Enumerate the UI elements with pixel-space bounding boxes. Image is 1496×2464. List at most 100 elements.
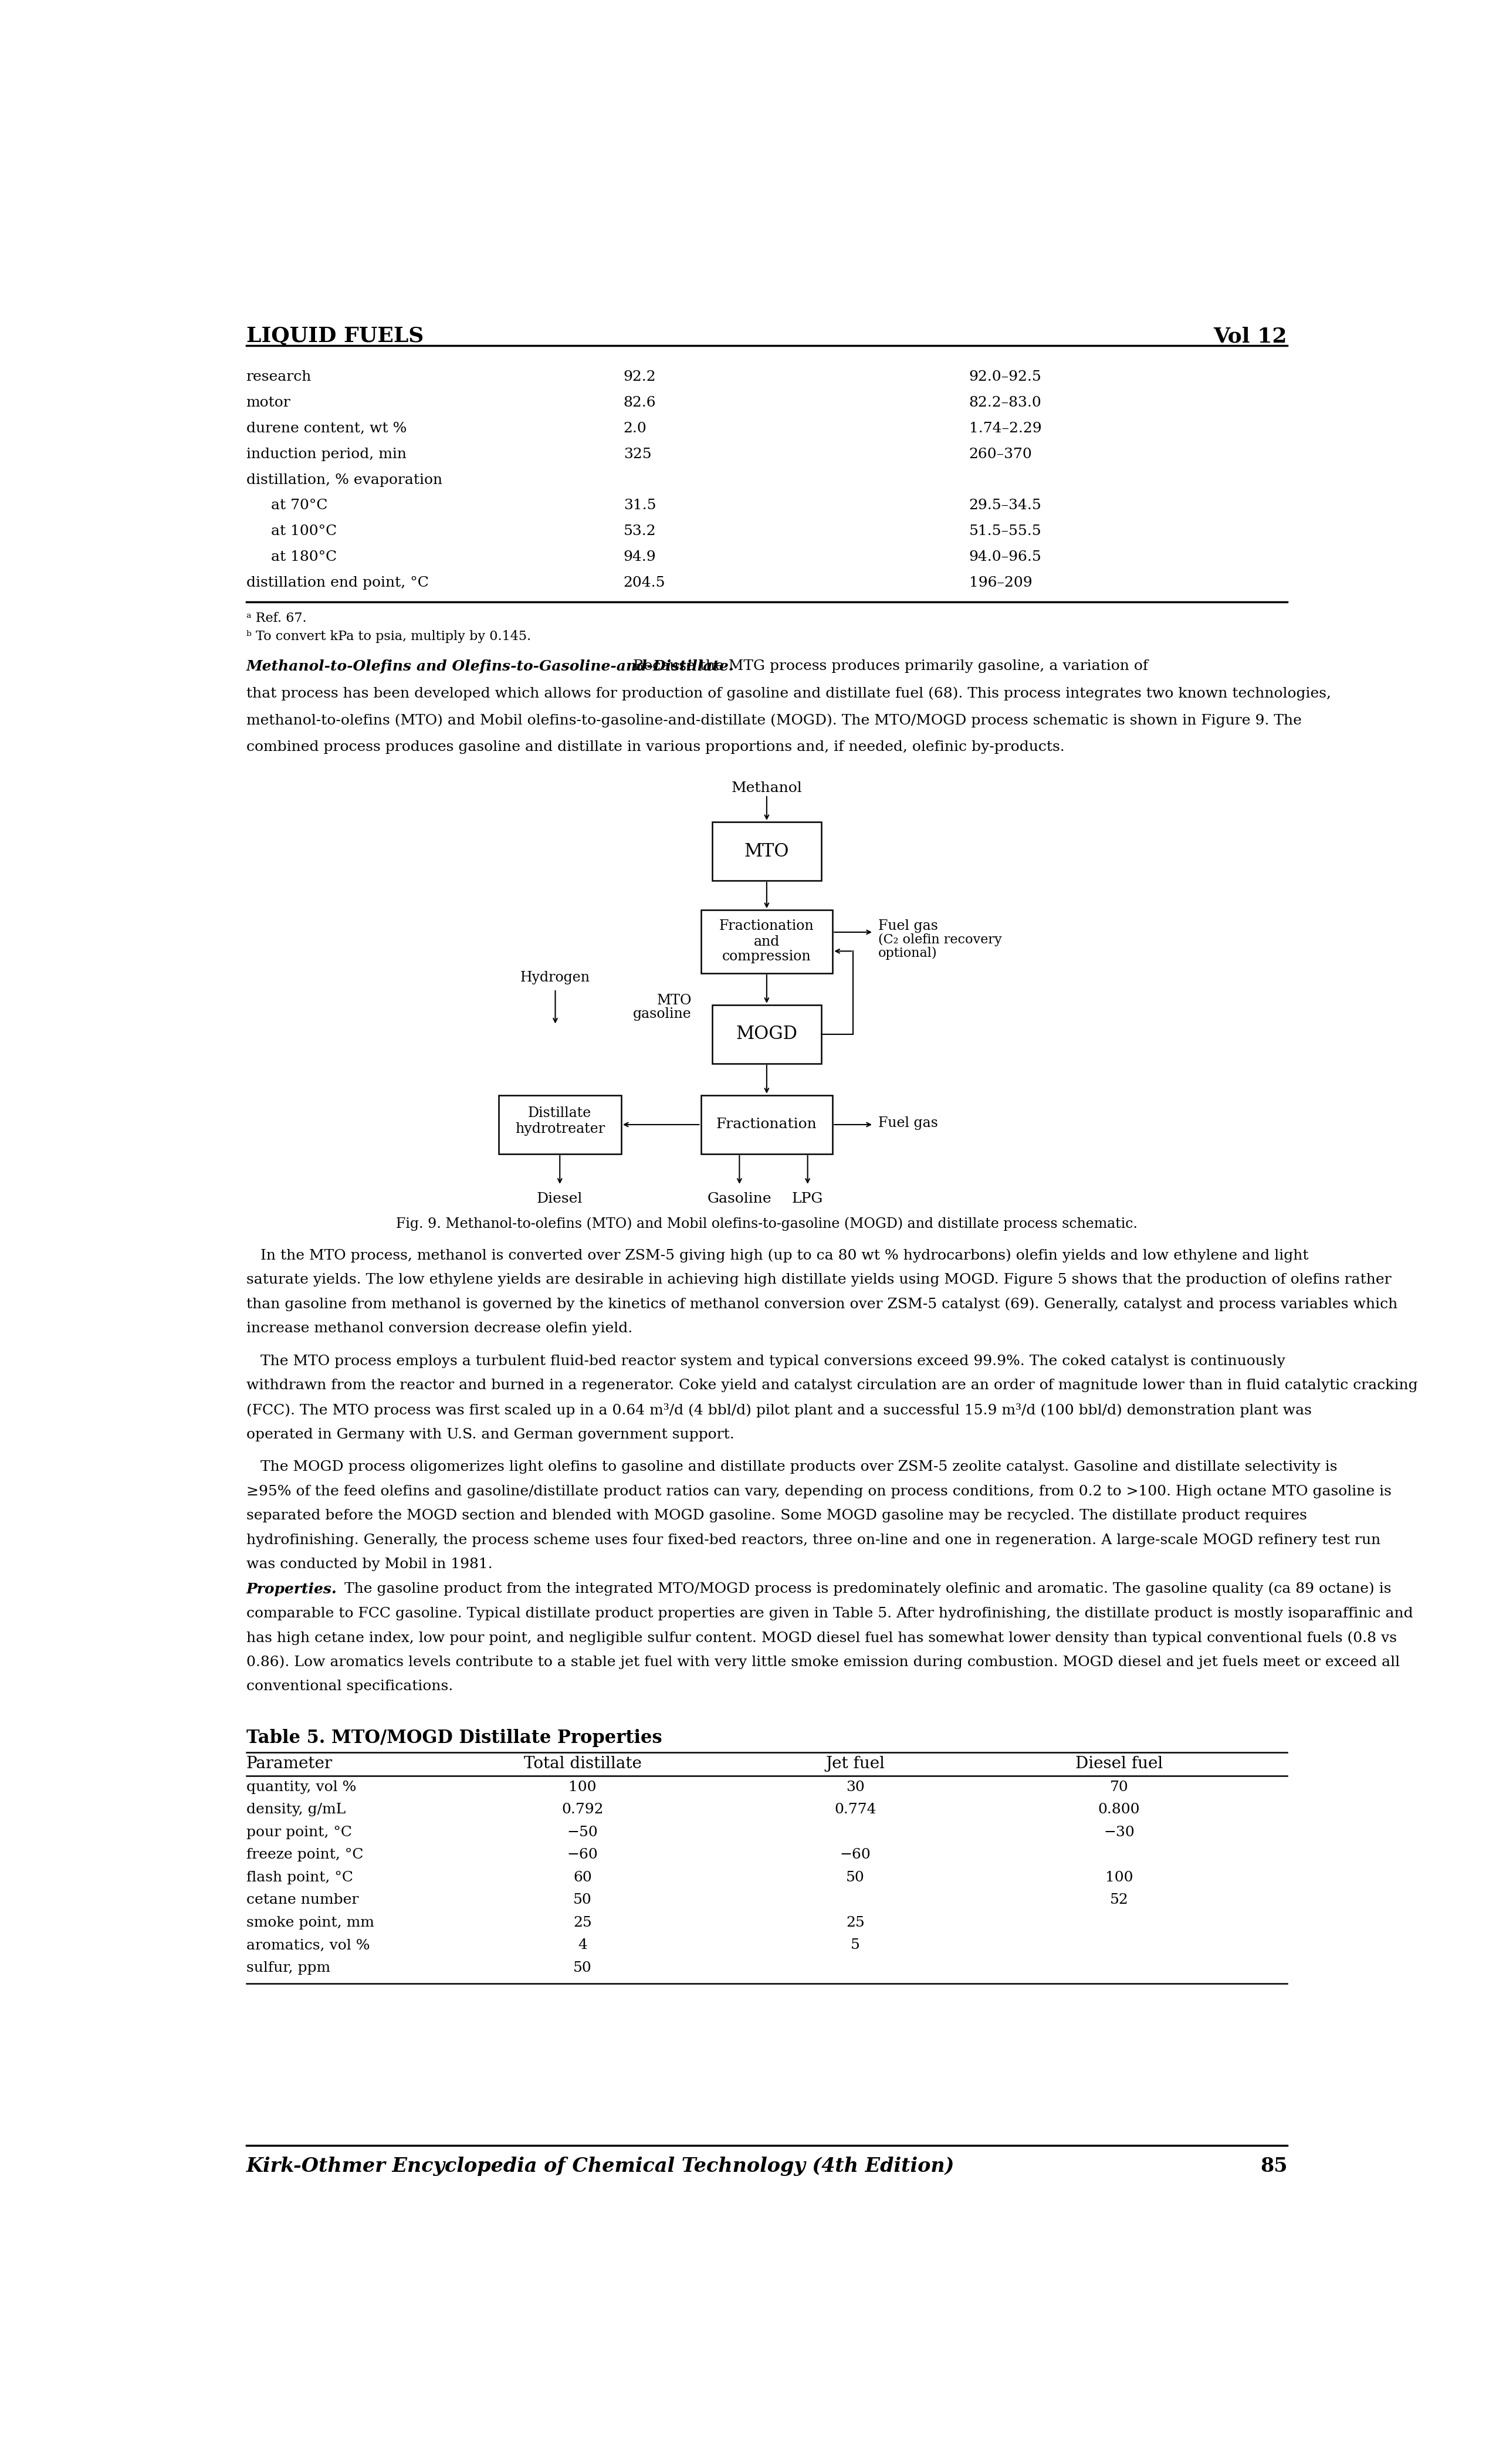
Text: Gasoline: Gasoline [708, 1193, 772, 1205]
Bar [712, 823, 821, 880]
Text: separated before the MOGD section and blended with MOGD gasoline. Some MOGD gaso: separated before the MOGD section and bl… [247, 1508, 1306, 1523]
Text: 92.0–92.5: 92.0–92.5 [969, 370, 1041, 384]
Text: 50: 50 [847, 1870, 865, 1885]
Text: 85: 85 [1260, 2156, 1287, 2176]
Text: induction period, min: induction period, min [247, 448, 407, 461]
Text: −50: −50 [567, 1826, 598, 1838]
Text: 0.774: 0.774 [835, 1804, 877, 1816]
Bar [498, 1094, 621, 1153]
Text: 260–370: 260–370 [969, 448, 1032, 461]
Text: sulfur, ppm: sulfur, ppm [247, 1961, 331, 1974]
Text: 100: 100 [568, 1781, 597, 1794]
Text: 94.9: 94.9 [624, 549, 657, 564]
Text: pour point, °C: pour point, °C [247, 1826, 352, 1838]
Text: increase methanol conversion decrease olefin yield.: increase methanol conversion decrease ol… [247, 1323, 633, 1335]
Text: research: research [247, 370, 311, 384]
Bar [712, 1005, 821, 1064]
Text: Distillate: Distillate [528, 1106, 591, 1121]
Text: density, g/mL: density, g/mL [247, 1804, 346, 1816]
Text: 100: 100 [1106, 1870, 1132, 1885]
Text: 50: 50 [573, 1961, 592, 1974]
Text: at 180°C: at 180°C [271, 549, 337, 564]
Text: Parameter: Parameter [247, 1757, 332, 1772]
Text: Fuel gas: Fuel gas [878, 1116, 938, 1131]
Text: MOGD: MOGD [736, 1025, 797, 1042]
Text: Vol 12: Vol 12 [1213, 325, 1287, 347]
Text: Jet fuel: Jet fuel [826, 1757, 886, 1772]
Text: Fractionation: Fractionation [720, 919, 814, 931]
Text: at 70°C: at 70°C [271, 498, 328, 513]
Text: LIQUID FUELS: LIQUID FUELS [247, 325, 423, 347]
Text: 30: 30 [847, 1781, 865, 1794]
Text: smoke point, mm: smoke point, mm [247, 1917, 374, 1929]
Text: flash point, °C: flash point, °C [247, 1870, 353, 1885]
Text: Fig. 9. Methanol-to-olefins (MTO) and Mobil olefins-to-gasoline (MOGD) and disti: Fig. 9. Methanol-to-olefins (MTO) and Mo… [396, 1217, 1137, 1232]
Text: operated in Germany with U.S. and German government support.: operated in Germany with U.S. and German… [247, 1427, 735, 1441]
Text: was conducted by Mobil in 1981.: was conducted by Mobil in 1981. [247, 1557, 492, 1572]
Text: 70: 70 [1110, 1781, 1128, 1794]
Text: ᵇ To convert kPa to psia, multiply by 0.145.: ᵇ To convert kPa to psia, multiply by 0.… [247, 631, 531, 643]
Text: aromatics, vol %: aromatics, vol % [247, 1939, 370, 1951]
Text: 5: 5 [851, 1939, 860, 1951]
Text: ᵃ Ref. 67.: ᵃ Ref. 67. [247, 611, 307, 626]
Text: Fuel gas: Fuel gas [878, 919, 938, 934]
Text: 25: 25 [573, 1917, 592, 1929]
Text: at 100°C: at 100°C [271, 525, 337, 537]
Text: Fractionation: Fractionation [717, 1119, 817, 1131]
Text: that process has been developed which allows for production of gasoline and dist: that process has been developed which al… [247, 687, 1331, 700]
Text: Diesel fuel: Diesel fuel [1076, 1757, 1162, 1772]
Text: (C₂ olefin recovery: (C₂ olefin recovery [878, 934, 1002, 946]
Text: than gasoline from methanol is governed by the kinetics of methanol conversion o: than gasoline from methanol is governed … [247, 1299, 1397, 1311]
Text: methanol-to-olefins (MTO) and Mobil olefins-to-gasoline-and-distillate (MOGD). T: methanol-to-olefins (MTO) and Mobil olef… [247, 715, 1302, 727]
Text: 31.5: 31.5 [624, 498, 657, 513]
Text: cetane number: cetane number [247, 1892, 359, 1907]
Text: 92.2: 92.2 [624, 370, 657, 384]
Text: In the MTO process, methanol is converted over ZSM-5 giving high (up to ca 80 wt: In the MTO process, methanol is converte… [247, 1249, 1309, 1262]
Text: 0.792: 0.792 [561, 1804, 603, 1816]
Text: Table 5. MTO/MOGD Distillate Properties: Table 5. MTO/MOGD Distillate Properties [247, 1730, 661, 1747]
Text: 325: 325 [624, 448, 651, 461]
Text: 94.0–96.5: 94.0–96.5 [969, 549, 1041, 564]
Text: gasoline: gasoline [633, 1008, 691, 1020]
Text: withdrawn from the reactor and burned in a regenerator. Coke yield and catalyst : withdrawn from the reactor and burned in… [247, 1380, 1418, 1392]
Text: Hydrogen: Hydrogen [521, 971, 591, 986]
Text: Kirk-Othmer Encyclopedia of Chemical Technology (4th Edition): Kirk-Othmer Encyclopedia of Chemical Tec… [247, 2156, 954, 2176]
Text: freeze point, °C: freeze point, °C [247, 1848, 364, 1863]
Text: MTO: MTO [745, 843, 790, 860]
Text: optional): optional) [878, 946, 936, 958]
Text: saturate yields. The low ethylene yields are desirable in achieving high distill: saturate yields. The low ethylene yields… [247, 1274, 1391, 1286]
Text: 29.5–34.5: 29.5–34.5 [969, 498, 1041, 513]
Text: conventional specifications.: conventional specifications. [247, 1680, 453, 1693]
Text: 82.6: 82.6 [624, 397, 657, 409]
Text: 0.800: 0.800 [1098, 1804, 1140, 1816]
Text: and: and [754, 934, 779, 949]
Text: has high cetane index, low pour point, and negligible sulfur content. MOGD diese: has high cetane index, low pour point, a… [247, 1631, 1397, 1646]
Text: Methanol-to-Olefins and Olefins-to-Gasoline-and-Distillate.: Methanol-to-Olefins and Olefins-to-Gasol… [247, 660, 735, 673]
Text: −30: −30 [1104, 1826, 1134, 1838]
Text: 52: 52 [1110, 1892, 1128, 1907]
Text: 60: 60 [573, 1870, 592, 1885]
Text: 25: 25 [847, 1917, 865, 1929]
Text: The MTO process employs a turbulent fluid-bed reactor system and typical convers: The MTO process employs a turbulent flui… [247, 1355, 1285, 1368]
Text: (FCC). The MTO process was first scaled up in a 0.64 m³/d (4 bbl/d) pilot plant : (FCC). The MTO process was first scaled … [247, 1404, 1312, 1417]
Text: 1.74–2.29: 1.74–2.29 [969, 421, 1041, 436]
Text: 204.5: 204.5 [624, 577, 666, 589]
Bar [700, 1094, 833, 1153]
Text: 53.2: 53.2 [624, 525, 657, 537]
Text: LPG: LPG [791, 1193, 823, 1205]
Text: compression: compression [723, 949, 811, 963]
Text: −60: −60 [839, 1848, 871, 1863]
Text: distillation end point, °C: distillation end point, °C [247, 577, 428, 589]
Text: −60: −60 [567, 1848, 598, 1863]
Text: 82.2–83.0: 82.2–83.0 [969, 397, 1041, 409]
Text: distillation, % evaporation: distillation, % evaporation [247, 473, 443, 488]
Text: durene content, wt %: durene content, wt % [247, 421, 407, 436]
Text: Because the MTG process produces primarily gasoline, a variation of: Because the MTG process produces primari… [624, 660, 1147, 673]
Text: 51.5–55.5: 51.5–55.5 [969, 525, 1041, 537]
Text: 4: 4 [577, 1939, 588, 1951]
Text: 50: 50 [573, 1892, 592, 1907]
Text: motor: motor [247, 397, 290, 409]
Bar [700, 909, 833, 973]
Text: 196–209: 196–209 [969, 577, 1032, 589]
Text: MTO: MTO [657, 993, 691, 1008]
